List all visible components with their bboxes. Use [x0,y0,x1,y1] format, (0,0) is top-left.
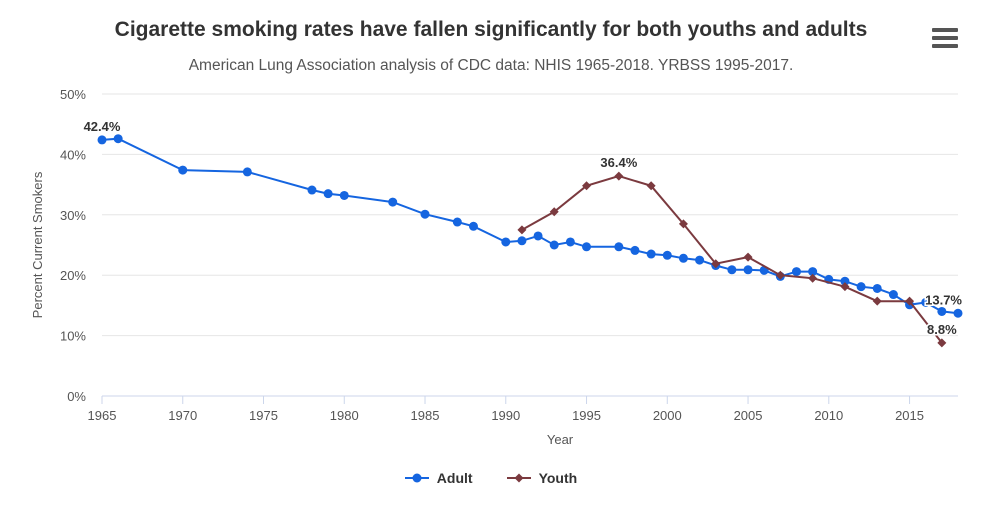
legend-label-adult: Adult [436,470,473,486]
data-point [937,306,947,316]
data-point [695,255,705,265]
data-point [727,265,737,275]
legend-youth-marker [506,473,531,483]
data-point [678,219,688,229]
data-point [678,253,688,263]
data-point [323,189,333,199]
x-tick-label: 1995 [572,408,601,423]
x-axis-label: Year [547,432,574,447]
data-point [888,290,898,300]
chart-title: Cigarette smoking rates have fallen sign… [114,18,868,41]
data-label: 42.4% [84,119,121,134]
legend-adult-marker [404,473,429,483]
series-adult [97,134,963,318]
data-point [339,190,349,200]
x-tick-label: 2005 [734,408,763,423]
y-tick-label: 50% [60,87,86,102]
data-point [775,270,785,280]
data-point [242,167,252,177]
data-point [549,240,559,250]
data-point [533,231,543,241]
data-point [743,265,753,275]
x-tick-label: 2000 [653,408,682,423]
data-point [743,252,753,262]
data-label: 36.4% [600,155,637,170]
series-youth [517,171,947,348]
data-point [549,207,559,217]
y-tick-label: 40% [60,147,86,162]
x-tick-label: 2010 [814,408,843,423]
data-point [840,276,850,286]
legend: Adult Youth [0,470,982,486]
data-point [630,245,640,255]
data-point [872,283,882,293]
y-axis-label: Percent Current Smokers [30,171,45,318]
x-tick-label: 1975 [249,408,278,423]
data-point [582,181,592,191]
data-point [388,197,398,207]
data-point [808,273,818,283]
data-point [937,338,947,348]
data-point [178,165,188,175]
x-tick-label: 2015 [895,408,924,423]
data-point [840,282,850,292]
data-point [646,181,656,191]
data-point [582,242,592,252]
data-point [921,297,931,307]
data-point [872,296,882,306]
data-point [307,185,317,195]
data-point [953,308,963,318]
series [97,134,963,348]
y-tick-label: 10% [60,329,86,344]
data-point [614,171,624,181]
data-point [905,296,915,306]
data-labels: 42.4% 13.7% 36.4% 8.8% [82,117,964,338]
data-point [452,217,462,227]
data-point [614,242,624,252]
y-tick-label: 0% [67,389,86,404]
y-tick-label: 30% [60,208,86,223]
data-point [856,282,866,292]
data-label: 8.8% [927,322,957,337]
x-tick-label: 1990 [491,408,520,423]
data-point [808,267,818,277]
data-point [565,237,575,247]
hamburger-menu-icon[interactable] [932,28,958,50]
axes: 0% 10% 20% 30% 40% 50% 1965 1970 1975 1980 1985 199… [60,87,958,423]
data-point [711,259,721,269]
y-tick-label: 20% [60,268,86,283]
data-point [517,225,527,235]
chart-subtitle: American Lung Association analysis of CD… [188,57,794,74]
legend-item-youth[interactable]: Youth [506,470,578,486]
data-point [662,250,672,260]
data-point [97,135,107,145]
data-point [646,249,656,259]
data-label: 13.7% [925,292,962,307]
legend-label-youth: Youth [538,470,578,486]
data-point [517,236,527,246]
x-tick-label: 1985 [411,408,440,423]
x-tick-label: 1980 [330,408,359,423]
data-point [791,267,801,277]
data-point [468,221,478,231]
series-line-youth [521,175,943,344]
x-tick-label: 1965 [88,408,117,423]
data-point [501,237,511,247]
data-point [420,209,430,219]
x-tick-label: 1970 [168,408,197,423]
legend-item-adult[interactable]: Adult [404,470,473,486]
gridlines [102,93,958,337]
data-point [113,134,123,144]
